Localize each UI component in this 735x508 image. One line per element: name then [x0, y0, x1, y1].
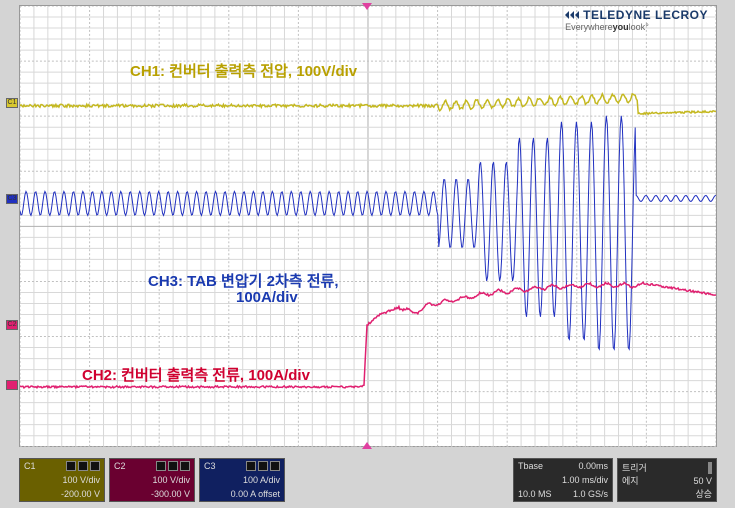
trigger-marker	[362, 442, 372, 449]
brand-logo: TELEDYNE LECROY Everywhereyoulook°	[565, 8, 708, 32]
channel-marker	[6, 380, 18, 390]
channel-panel[interactable]: C3 100 A/div 0.00 A offset	[199, 458, 285, 502]
channel-panel[interactable]: C1 100 V/div -200.00 V	[19, 458, 105, 502]
timebase-panel[interactable]: 트리거 에지50 V 상승	[617, 458, 717, 502]
logo-icon	[565, 9, 579, 21]
channel-marker: C1	[6, 98, 18, 108]
status-bar: C1 100 V/div -200.00 V C2 100 V/div -300…	[19, 458, 717, 502]
logo-text2: LECROY	[655, 8, 708, 22]
channel-marker: C3	[6, 194, 18, 204]
trigger-marker	[362, 3, 372, 10]
channel-panel[interactable]: C2 100 V/div -300.00 V	[109, 458, 195, 502]
timebase-panel[interactable]: Tbase0.00ms 1.00 ms/div 10.0 MS1.0 GS/s	[513, 458, 613, 502]
annotation-ch3a: CH3: TAB 변압기 2차측 전류,	[148, 270, 339, 291]
logo-text1: TELEDYNE	[583, 8, 651, 22]
channel-marker: C2	[6, 320, 18, 330]
annotation-ch2: CH2: 컨버터 출력측 전류, 100A/div	[82, 364, 310, 385]
annotation-ch3b: 100A/div	[236, 289, 298, 306]
annotation-ch1: CH1: 컨버터 출력측 전압, 100V/div	[130, 60, 357, 81]
oscilloscope-display: TELEDYNE LECROY Everywhereyoulook° CH1: …	[19, 5, 717, 447]
